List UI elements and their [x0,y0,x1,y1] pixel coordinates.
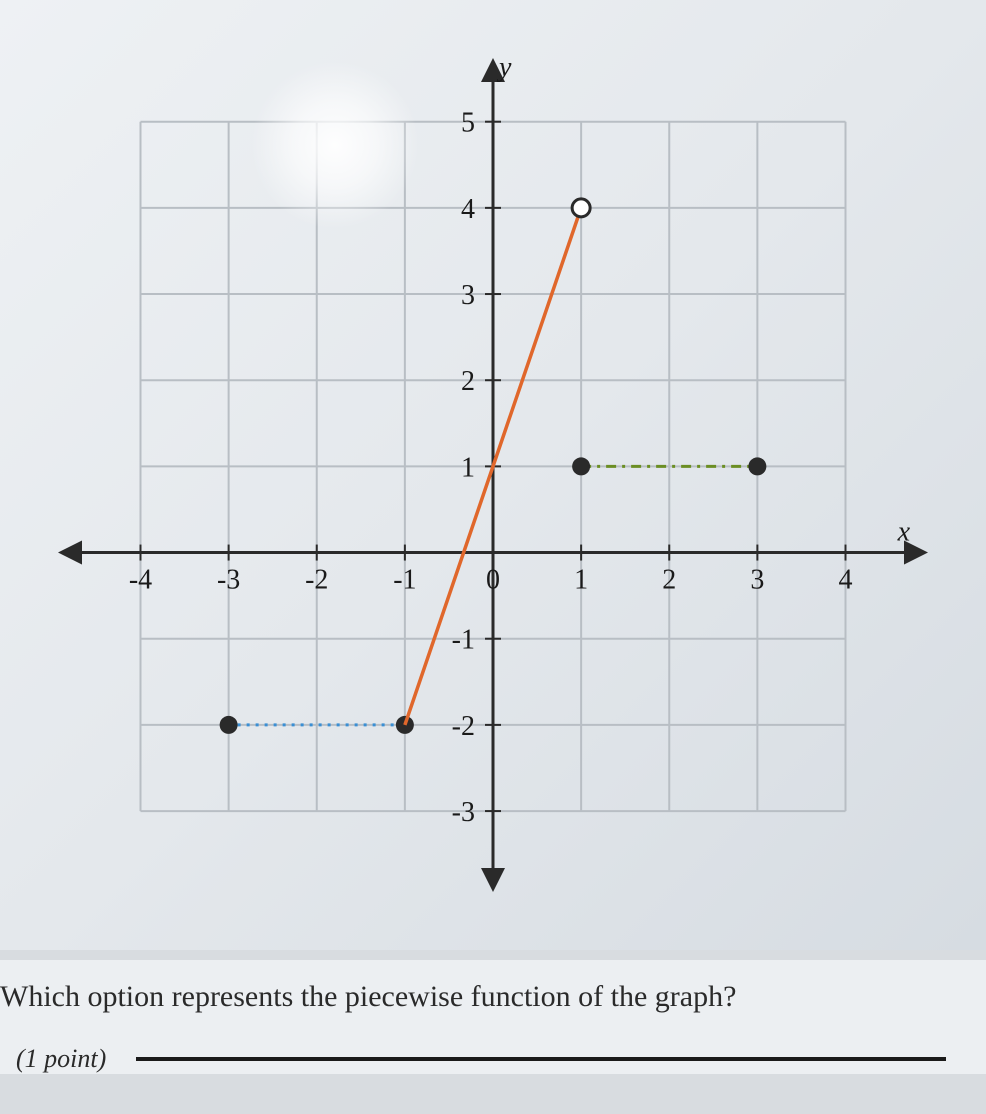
y-tick-label: 4 [461,194,475,225]
question-area: Which option represents the piecewise fu… [0,960,986,1074]
y-tick-label: -3 [452,797,475,828]
x-tick-label: -3 [217,565,240,596]
x-tick-label: -4 [129,565,152,596]
x-tick-label: 1 [574,565,588,596]
answer-blank-line [136,1057,946,1061]
y-axis-label: y [496,52,512,83]
x-tick-label: 4 [839,565,853,596]
x-tick-label: 0 [486,565,500,596]
closed-point [572,457,590,475]
open-point [572,199,590,217]
points-label: (1 point) [0,1044,106,1074]
graph-image-area: -4 -3 -2 -1 0 1 2 3 4 -3 -2 -1 1 2 3 4 5y x [0,0,986,950]
y-tick-label: 5 [461,108,475,139]
x-tick-label: -2 [305,565,328,596]
points-row: (1 point) [0,1044,976,1074]
y-tick-label: -2 [452,711,475,742]
question-text: Which option represents the piecewise fu… [0,980,976,1014]
closed-point [220,716,238,734]
closed-point [748,457,766,475]
x-tick-label: 3 [750,565,764,596]
y-tick-label: -1 [452,625,475,656]
piecewise-chart: -4 -3 -2 -1 0 1 2 3 4 -3 -2 -1 1 2 3 4 5y x [30,30,956,920]
y-tick-label: 1 [461,452,475,483]
x-tick-label: -1 [393,565,416,596]
x-tick-label: 2 [662,565,676,596]
y-tick-label: 2 [461,366,475,397]
x-axis-label: x [897,517,911,548]
y-tick-label: 3 [461,280,475,311]
